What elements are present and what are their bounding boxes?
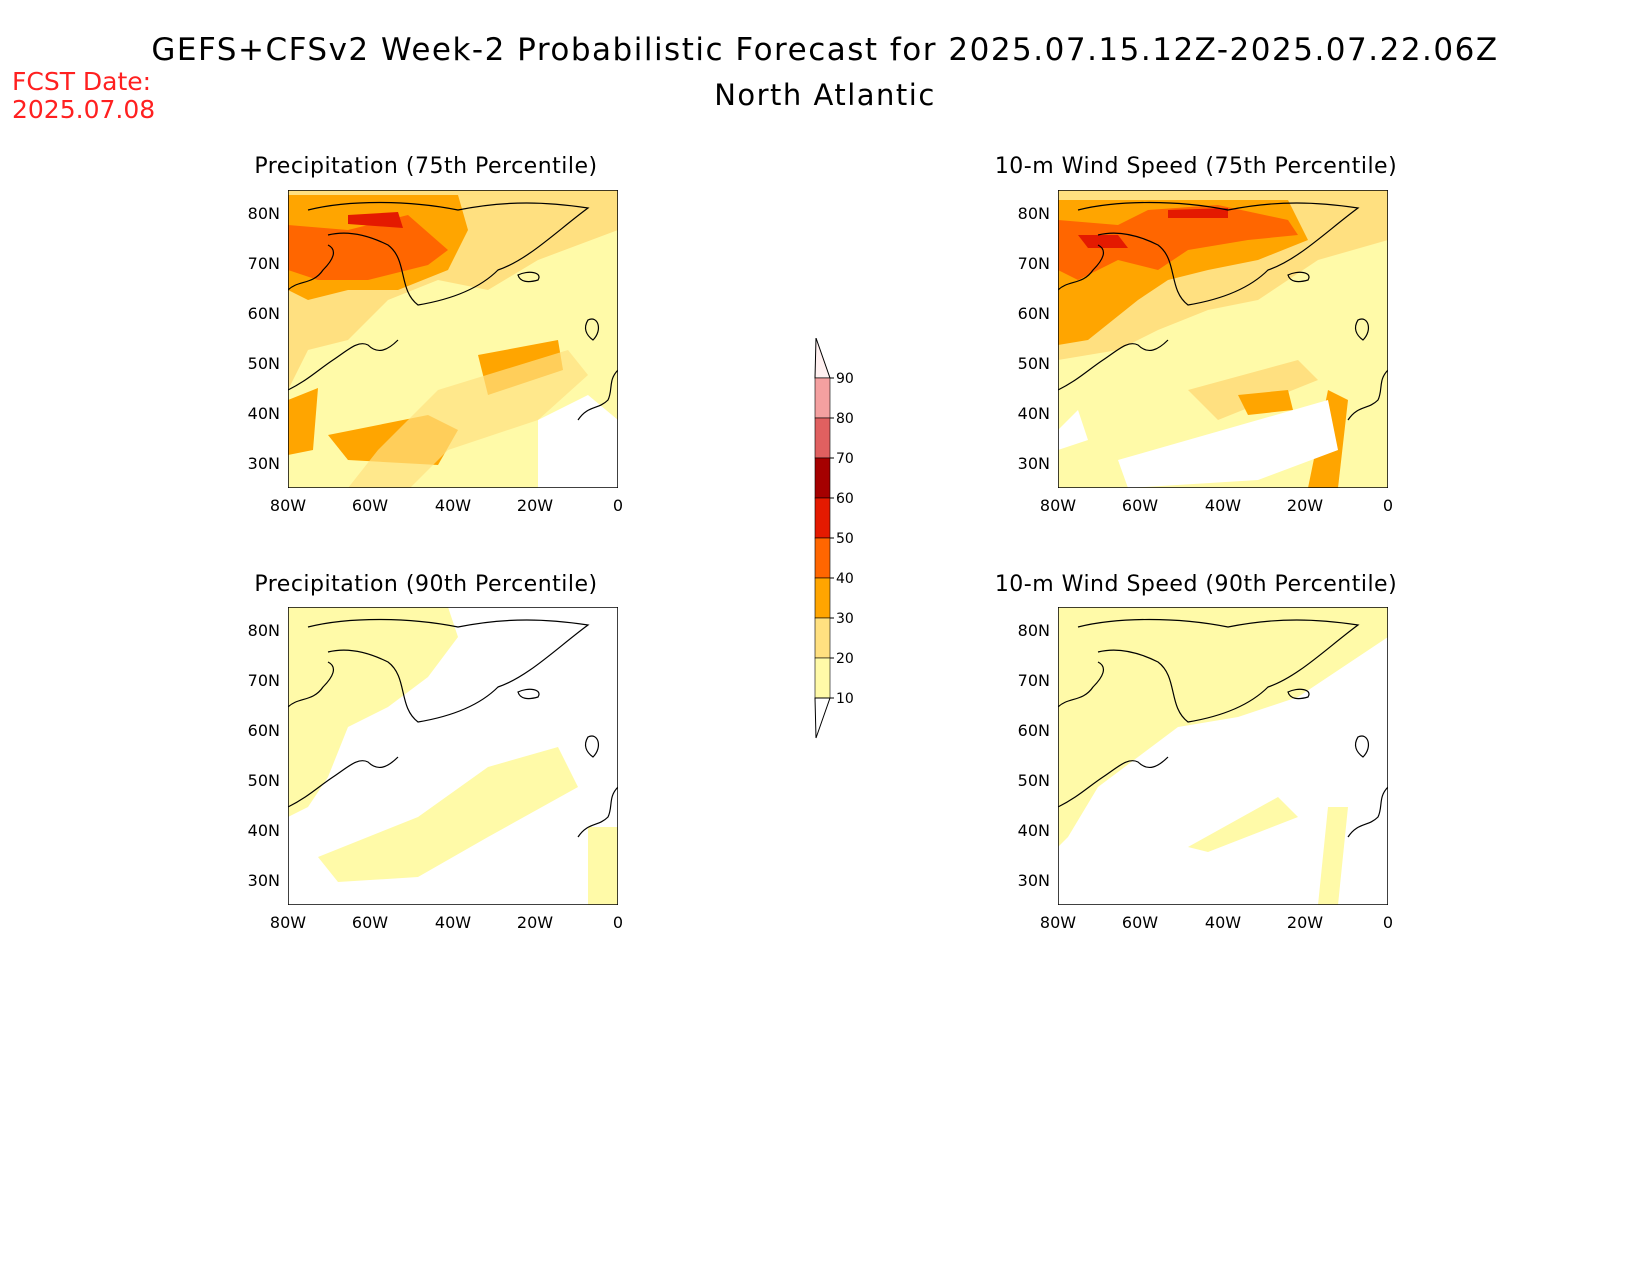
panel-title-wind90: 10-m Wind Speed (90th Percentile) <box>994 572 1398 597</box>
region-subtitle: North Atlantic <box>714 78 936 112</box>
lon-label: 80W <box>1039 496 1077 515</box>
axes-wind75: 80N 70N 60N 50N 40N 30N 80W 60W 40W 20W … <box>1018 190 1393 515</box>
lon-label: 60W <box>1121 913 1159 932</box>
lat-label: 70N <box>1017 254 1050 273</box>
colorbar-label: 10 <box>836 691 854 707</box>
lat-label: 40N <box>247 404 280 423</box>
lat-label: 30N <box>247 454 280 473</box>
colorbar-swatch-30 <box>814 617 831 659</box>
lat-label: 50N <box>247 771 280 790</box>
map-precip75 <box>288 190 618 488</box>
lon-label: 40W <box>434 913 472 932</box>
fcst-date: FCST Date: 2025.07.08 <box>12 68 155 124</box>
map-wind90 <box>1058 607 1388 905</box>
lat-label: 40N <box>247 821 280 840</box>
lat-label: 80N <box>1017 621 1050 640</box>
colorbar-swatch-60 <box>814 497 831 539</box>
lat-label: 40N <box>1017 404 1050 423</box>
lat-label: 60N <box>1017 304 1050 323</box>
lon-label: 60W <box>1121 496 1159 515</box>
lat-label: 70N <box>1017 671 1050 690</box>
lat-label: 50N <box>1017 771 1050 790</box>
axes-wind90: 80N 70N 60N 50N 40N 30N 80W 60W 40W 20W … <box>1018 607 1393 932</box>
colorbar-label: 30 <box>836 611 854 627</box>
colorbar-label: 80 <box>836 411 854 427</box>
colorbar-label: 50 <box>836 531 854 547</box>
lon-label: 40W <box>1204 496 1242 515</box>
lat-label: 80N <box>247 621 280 640</box>
lon-label: 20W <box>516 913 554 932</box>
lat-label: 40N <box>1017 821 1050 840</box>
lat-label: 70N <box>247 671 280 690</box>
colorbar-swatch-40 <box>814 577 831 619</box>
lon-label: 0 <box>1382 913 1394 932</box>
lat-label: 30N <box>1017 871 1050 890</box>
panel-title-precip75: Precipitation (75th Percentile) <box>254 154 598 179</box>
colorbar: 90 80 70 60 50 40 30 20 10 <box>800 337 880 748</box>
colorbar-label: 60 <box>836 491 854 507</box>
page-title: GEFS+CFSv2 Week-2 Probabilistic Forecast… <box>151 32 1499 68</box>
lon-label: 80W <box>1039 913 1077 932</box>
lat-label: 60N <box>247 721 280 740</box>
lon-label: 0 <box>612 496 624 515</box>
panel-title-precip90: Precipitation (90th Percentile) <box>254 572 598 597</box>
lon-label: 40W <box>1204 913 1242 932</box>
lat-label: 30N <box>1017 454 1050 473</box>
lat-label: 80N <box>1017 204 1050 223</box>
lon-label: 20W <box>516 496 554 515</box>
colorbar-bottom-cap <box>814 697 831 739</box>
colorbar-label: 90 <box>836 371 854 387</box>
lon-label: 20W <box>1286 913 1324 932</box>
colorbar-label: 70 <box>836 451 854 467</box>
axes-precip90: 80N 70N 60N 50N 40N 30N 80W 60W 40W 20W … <box>248 607 623 932</box>
fcst-date-label: FCST Date: <box>12 67 152 96</box>
map-precip90 <box>288 607 618 905</box>
lat-label: 50N <box>247 354 280 373</box>
fcst-date-value: 2025.07.08 <box>12 95 156 124</box>
lat-label: 70N <box>247 254 280 273</box>
lon-label: 20W <box>1286 496 1324 515</box>
colorbar-label: 20 <box>836 651 854 667</box>
panel-title-wind75: 10-m Wind Speed (75th Percentile) <box>994 154 1398 179</box>
lon-label: 60W <box>351 496 389 515</box>
colorbar-swatch-20 <box>814 657 831 699</box>
lon-label: 40W <box>434 496 472 515</box>
colorbar-swatch-90 <box>814 377 831 419</box>
lat-label: 60N <box>1017 721 1050 740</box>
lat-label: 30N <box>247 871 280 890</box>
colorbar-swatch-50 <box>814 537 831 579</box>
colorbar-top-cap <box>814 337 831 379</box>
lon-label: 80W <box>269 913 307 932</box>
lon-label: 0 <box>1382 496 1394 515</box>
lat-label: 60N <box>247 304 280 323</box>
lon-label: 60W <box>351 913 389 932</box>
colorbar-label: 40 <box>836 571 854 587</box>
colorbar-swatch-80 <box>814 417 831 459</box>
colorbar-swatch-70 <box>814 457 831 499</box>
colorbar-svg: 90 80 70 60 50 40 30 20 10 <box>814 337 854 739</box>
lat-label: 80N <box>247 204 280 223</box>
lon-label: 0 <box>612 913 624 932</box>
axes-precip75: 80N 70N 60N 50N 40N 30N 80W 60W 40W 20W … <box>248 190 623 515</box>
map-wind75 <box>1058 190 1388 488</box>
lon-label: 80W <box>269 496 307 515</box>
lat-label: 50N <box>1017 354 1050 373</box>
